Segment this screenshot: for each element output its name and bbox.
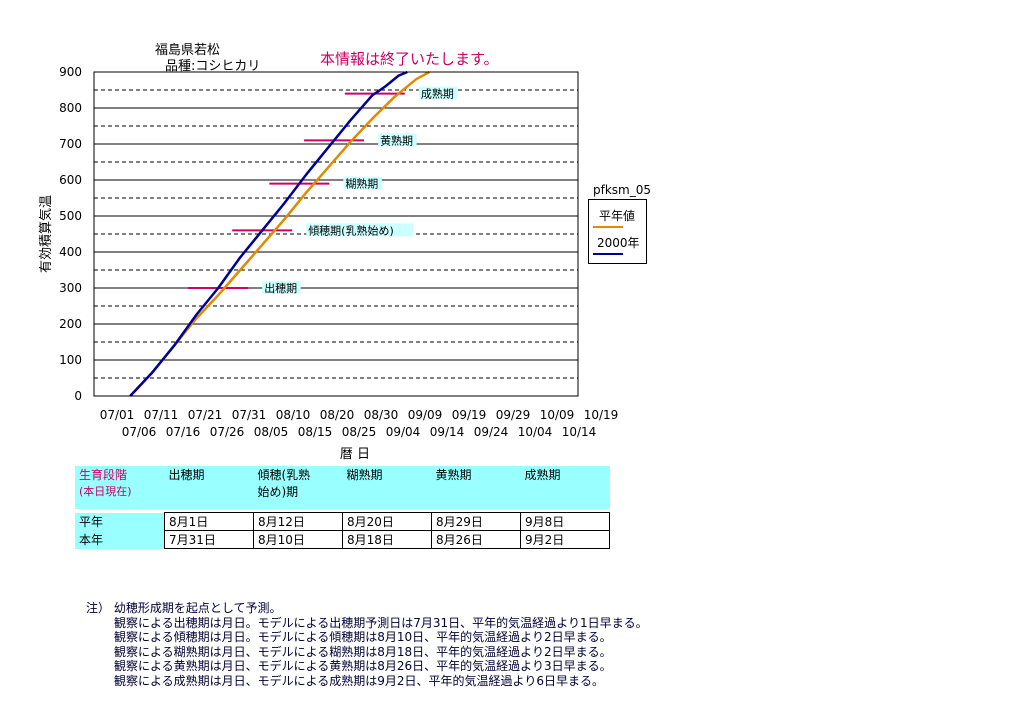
y-tick-label: 900 (59, 65, 82, 79)
stage-label-bg (378, 133, 417, 147)
table-cell: 8月12日 (253, 512, 343, 531)
y-tick-labels: 0 100 200 300 400 500 600 700 800 900 (59, 65, 82, 403)
x-tick-label: 07/01 (100, 408, 135, 422)
stage-label: 成熟期 (421, 87, 454, 101)
stage-label-bg (418, 86, 458, 100)
stage-header-label: 生育段階 (本日現在) (75, 466, 165, 509)
x-tick-label: 09/09 (408, 408, 443, 422)
stage-col-keisui: 傾穂(乳熟 始め)期 (253, 466, 343, 509)
x-tick-label: 07/26 (210, 425, 245, 439)
variety-label: 品種:コシヒカリ (165, 59, 261, 74)
x-tick-label: 07/11 (144, 408, 179, 422)
table-cell: 8月1日 (164, 512, 254, 531)
y-tick-label: 400 (59, 245, 82, 259)
y-tick-label: 300 (59, 281, 82, 295)
end-notice: 本情報は終了いたします。 (320, 50, 499, 68)
table-row: 本年 7月31日 8月10日 8月18日 8月26日 9月2日 (75, 530, 610, 549)
note-line: 注） 幼穂形成期を起点として予測。 (86, 601, 282, 615)
stage-label: 出穂期 (264, 281, 297, 295)
x-tick-label: 09/04 (386, 425, 421, 439)
y-axis-label: 有効積算気温 (38, 195, 54, 273)
x-tick-label: 09/29 (496, 408, 531, 422)
y-tick-label: 0 (74, 389, 82, 403)
x-tick-label: 08/10 (276, 408, 311, 422)
y-tick-label: 200 (59, 317, 82, 331)
table-cell: 9月2日 (520, 530, 610, 549)
chart-series (129, 70, 430, 397)
stage-table-header: 生育段階 (本日現在) 出穂期 傾穂(乳熟 始め)期 糊熟期 黄熟期 成熟期 (75, 466, 610, 509)
x-tick-label: 08/15 (298, 425, 333, 439)
stage-label-bg (262, 281, 301, 294)
x-tick-label: 08/05 (254, 425, 289, 439)
stage-header-line2: (本日現在) (79, 485, 132, 498)
x-tick-labels: 07/01 07/11 07/21 07/31 08/10 08/20 08/30 09/09… (100, 408, 619, 439)
stage-label: 傾穂期(乳熟始め) (308, 223, 394, 237)
stage-header-line1: 生育段階 (79, 468, 128, 482)
chart: 出穂期 傾穂期(乳熟始め) 糊熟期 黄熟期 成熟期 0 100 200 300 400 500 60… (38, 65, 619, 462)
series-line-1 (129, 70, 408, 397)
y-tick-label: 500 (59, 209, 82, 223)
stage-col-heading: 出穂期 (164, 466, 254, 509)
x-tick-label: 07/06 (122, 425, 157, 439)
x-tick-label: 08/30 (364, 408, 399, 422)
stage-col-ojuku: 黄熟期 (431, 466, 521, 509)
notes: 注） 幼穂形成期を起点として予測。 観察による出穂期は月日。モデルによる出穂期予… (86, 601, 648, 689)
table-cell: 9月8日 (520, 512, 610, 531)
x-axis-label: 暦 日 (340, 447, 370, 462)
stage-label: 黄熟期 (380, 133, 413, 147)
stage-table: 生育段階 (本日現在) 出穂期 傾穂(乳熟 始め)期 糊熟期 黄熟期 成熟期 平… (75, 466, 610, 549)
row-label-this-year: 本年 (75, 530, 165, 549)
table-row: 平年 8月1日 8月12日 8月20日 8月29日 9月8日 (75, 512, 610, 531)
x-tick-label: 10/14 (562, 425, 597, 439)
stage-col-seijuku: 成熟期 (520, 466, 610, 509)
x-tick-label: 09/14 (430, 425, 465, 439)
legend-label-2000: 2000年 (597, 236, 640, 250)
stage-label-bg (343, 176, 382, 190)
legend-label-normal: 平年値 (599, 209, 636, 223)
x-tick-label: 08/25 (342, 425, 377, 439)
table-cell: 8月10日 (253, 530, 343, 549)
stage-label: 糊熟期 (345, 177, 378, 191)
table-cell: 8月18日 (342, 530, 432, 549)
note-line: 観察による黄熟期は月日、モデルによる黄熟期は8月26日、平年的気温経過より3日早… (114, 659, 612, 674)
y-tick-label: 700 (59, 137, 82, 151)
table-cell: 8月20日 (342, 512, 432, 531)
location-label: 福島県若松 (155, 43, 221, 58)
table-cell: 8月29日 (431, 512, 521, 531)
row-label-normal: 平年 (75, 512, 165, 531)
plot-frame (93, 71, 579, 397)
legend-line-2000 (593, 253, 623, 255)
note-line: 観察による糊熟期は月日、モデルによる糊熟期は8月18日、平年的気温経過より2日早… (114, 644, 612, 659)
note-line: 観察による傾穂期は月日。モデルによる傾穂期は8月10日、平年的気温経過より2日早… (114, 630, 612, 645)
legend-title: pfksm_05 (593, 183, 652, 197)
stage-label-bg (306, 223, 414, 237)
x-tick-label: 07/21 (188, 408, 223, 422)
y-tick-label: 100 (59, 353, 82, 367)
y-tick-label: 800 (59, 101, 82, 115)
x-tick-label: 10/19 (584, 408, 619, 422)
x-tick-label: 09/19 (452, 408, 487, 422)
x-tick-label: 07/31 (232, 408, 267, 422)
legend: 平年値 2000年 (588, 199, 647, 264)
note-line: 観察による成熟期は月日、モデルによる成熟期は9月2日、平年的気温経過より6日早ま… (114, 673, 604, 688)
x-tick-label: 10/04 (518, 425, 553, 439)
x-tick-label: 10/09 (540, 408, 575, 422)
stage-markers: 出穂期 傾穂期(乳熟始め) 糊熟期 黄熟期 成熟期 (188, 86, 458, 295)
table-cell: 8月26日 (431, 530, 521, 549)
y-tick-label: 600 (59, 173, 82, 187)
x-tick-label: 07/16 (166, 425, 201, 439)
note-line: 観察による出穂期は月日。モデルによる出穂期予測日は7月31日、平年的気温経過より… (114, 615, 648, 630)
stage-col-kojuku: 糊熟期 (342, 466, 432, 509)
legend-line-normal (593, 226, 623, 228)
x-tick-label: 08/20 (320, 408, 355, 422)
table-cell: 7月31日 (164, 530, 254, 549)
chart-grid (94, 89, 578, 379)
x-tick-label: 09/24 (474, 425, 509, 439)
